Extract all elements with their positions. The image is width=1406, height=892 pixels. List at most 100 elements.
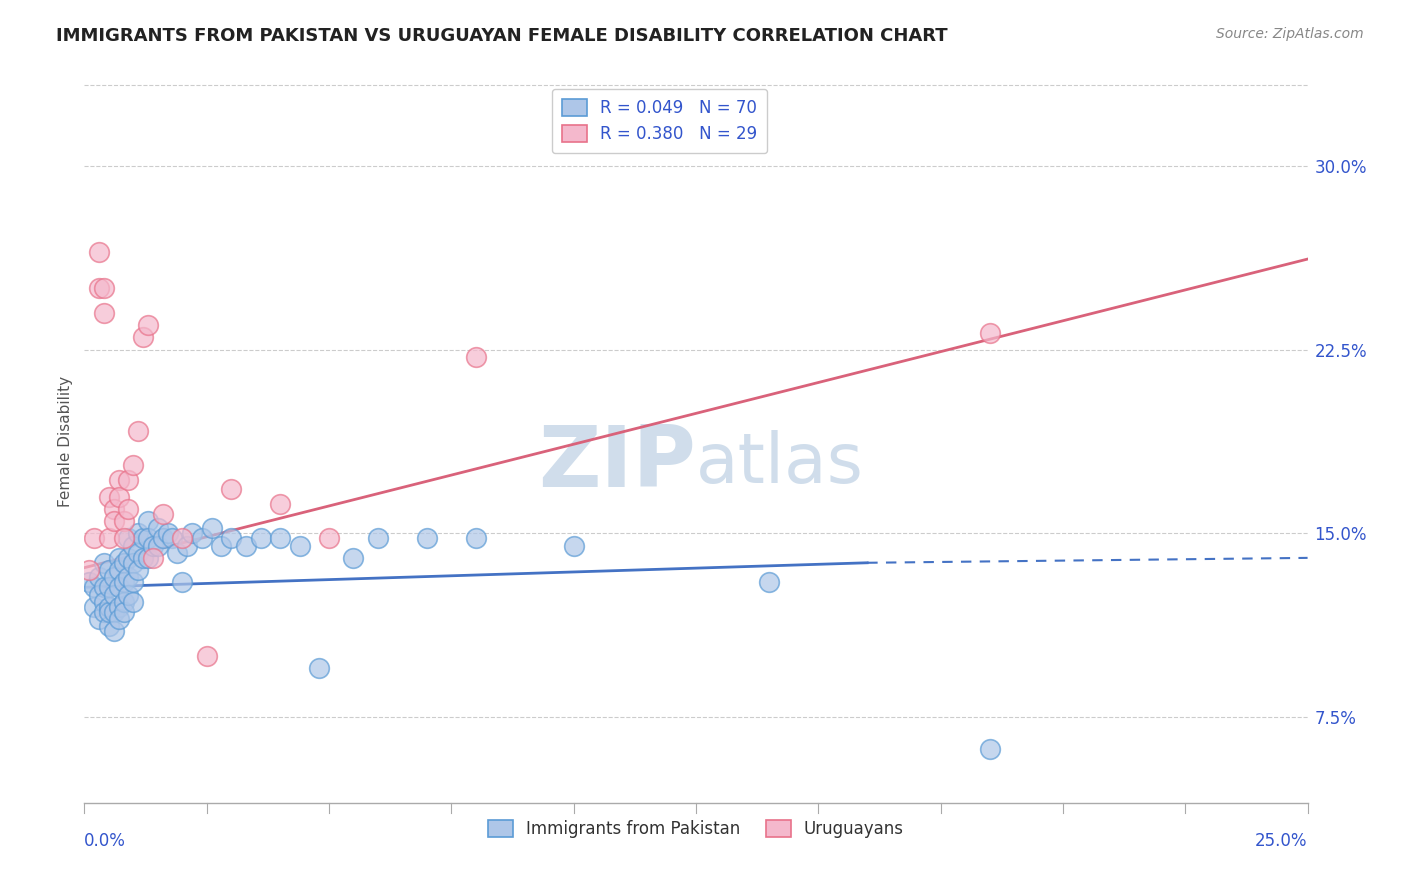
Y-axis label: Female Disability: Female Disability <box>58 376 73 508</box>
Point <box>152 531 174 545</box>
Point <box>97 563 120 577</box>
Point <box>117 588 139 602</box>
Point <box>136 514 159 528</box>
Point <box>97 531 120 545</box>
Point <box>464 531 486 545</box>
Point <box>122 595 145 609</box>
Point <box>83 531 105 545</box>
Point <box>93 595 115 609</box>
Point <box>176 539 198 553</box>
Point <box>112 531 135 545</box>
Point <box>93 580 115 594</box>
Point <box>142 550 165 565</box>
Point <box>758 575 780 590</box>
Point <box>112 595 135 609</box>
Point <box>117 502 139 516</box>
Point <box>172 575 194 590</box>
Point <box>97 599 120 614</box>
Point <box>136 531 159 545</box>
Point <box>97 619 120 633</box>
Point <box>136 550 159 565</box>
Point <box>235 539 257 553</box>
Point <box>122 575 145 590</box>
Point <box>308 661 330 675</box>
Point <box>209 539 232 553</box>
Point <box>103 514 125 528</box>
Point <box>136 318 159 333</box>
Point <box>87 570 110 584</box>
Point <box>77 563 100 577</box>
Point <box>146 539 169 553</box>
Point <box>181 526 204 541</box>
Point <box>107 550 129 565</box>
Text: 25.0%: 25.0% <box>1256 832 1308 850</box>
Point <box>117 570 139 584</box>
Point <box>93 605 115 619</box>
Point <box>416 531 439 545</box>
Point <box>103 588 125 602</box>
Point <box>127 526 149 541</box>
Legend: Immigrants from Pakistan, Uruguayans: Immigrants from Pakistan, Uruguayans <box>481 814 911 845</box>
Point <box>122 539 145 553</box>
Point <box>103 605 125 619</box>
Point <box>979 326 1001 340</box>
Point <box>122 556 145 570</box>
Text: IMMIGRANTS FROM PAKISTAN VS URUGUAYAN FEMALE DISABILITY CORRELATION CHART: IMMIGRANTS FROM PAKISTAN VS URUGUAYAN FE… <box>56 27 948 45</box>
Point <box>249 531 271 545</box>
Point <box>127 546 149 560</box>
Point <box>142 539 165 553</box>
Text: 0.0%: 0.0% <box>84 832 127 850</box>
Point <box>219 483 242 497</box>
Point <box>97 490 120 504</box>
Point <box>83 599 105 614</box>
Point <box>97 580 120 594</box>
Point <box>87 612 110 626</box>
Point <box>107 490 129 504</box>
Point <box>162 531 184 545</box>
Point <box>132 330 155 344</box>
Point <box>117 550 139 565</box>
Point <box>146 521 169 535</box>
Text: Source: ZipAtlas.com: Source: ZipAtlas.com <box>1216 27 1364 41</box>
Point <box>112 514 135 528</box>
Point <box>132 531 155 545</box>
Point <box>117 473 139 487</box>
Point <box>107 473 129 487</box>
Point <box>103 502 125 516</box>
Point <box>107 580 129 594</box>
Point <box>342 550 364 565</box>
Point <box>112 556 135 570</box>
Point <box>97 605 120 619</box>
Point <box>269 497 291 511</box>
Point <box>112 575 135 590</box>
Point <box>103 570 125 584</box>
Point <box>127 563 149 577</box>
Point <box>93 556 115 570</box>
Point <box>562 539 585 553</box>
Point <box>318 531 340 545</box>
Point <box>117 531 139 545</box>
Point <box>107 599 129 614</box>
Point <box>107 563 129 577</box>
Text: atlas: atlas <box>696 430 863 497</box>
Point <box>107 612 129 626</box>
Point <box>87 244 110 259</box>
Point <box>152 507 174 521</box>
Point <box>172 531 194 545</box>
Point <box>132 550 155 565</box>
Point <box>156 526 179 541</box>
Point <box>103 624 125 639</box>
Point <box>464 350 486 364</box>
Point <box>127 424 149 438</box>
Point <box>166 546 188 560</box>
Point <box>87 281 110 295</box>
Point <box>195 648 218 663</box>
Point <box>93 281 115 295</box>
Point <box>112 605 135 619</box>
Point <box>219 531 242 545</box>
Point <box>83 580 105 594</box>
Point <box>367 531 389 545</box>
Point <box>87 588 110 602</box>
Text: ZIP: ZIP <box>538 422 696 505</box>
Point <box>122 458 145 472</box>
